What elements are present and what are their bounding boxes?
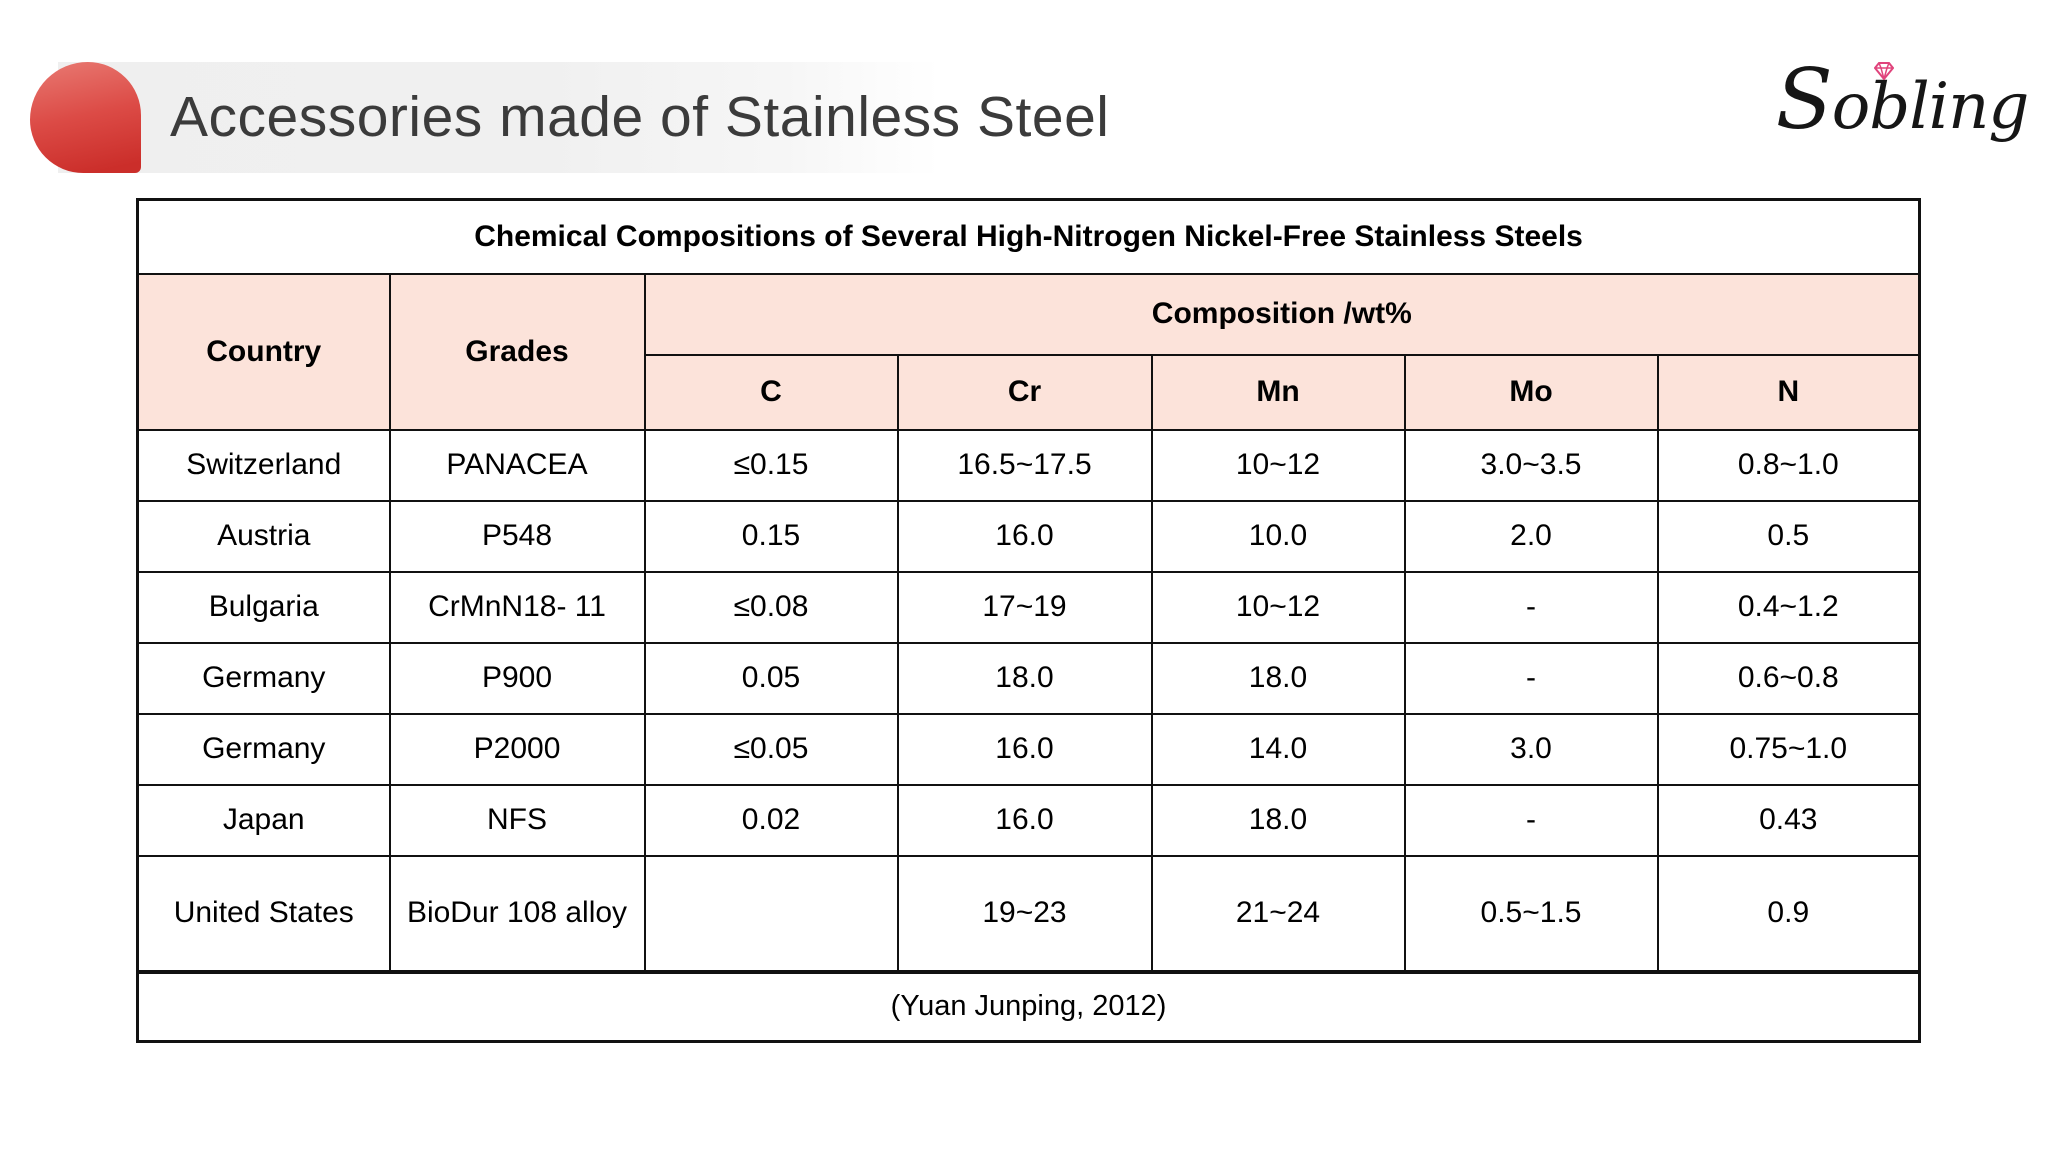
composition-table: Chemical Compositions of Several High-Ni… (136, 198, 1922, 1043)
table-row: Bulgaria CrMnN18- 11 ≤0.08 17~19 10~12 -… (136, 570, 1921, 644)
cell-grade: P2000 (388, 712, 646, 786)
header-composition: Composition /wt% (643, 272, 1921, 356)
cell-cr: 19~23 (896, 854, 1153, 973)
cell-c: 0.02 (643, 783, 899, 857)
table-title-row: Chemical Compositions of Several High-Ni… (136, 198, 1921, 275)
header-element-cr: Cr (896, 353, 1153, 431)
header-element-c: C (643, 353, 899, 431)
cell-country: Germany (136, 712, 391, 786)
cell-mn: 10~12 (1150, 428, 1406, 502)
table-header-row-2: C Cr Mn Mo N (138, 353, 1921, 431)
header-element-mn: Mn (1150, 353, 1406, 431)
header-grades: Grades (388, 272, 646, 431)
cell-grade: NFS (388, 783, 646, 857)
table-row: Austria P548 0.15 16.0 10.0 2.0 0.5 (136, 499, 1921, 573)
cell-n: 0.6~0.8 (1656, 641, 1921, 715)
cell-c: 0.05 (643, 641, 899, 715)
cell-mn: 10.0 (1150, 499, 1406, 573)
cell-country: United States (136, 854, 391, 973)
table-footnote: (Yuan Junping, 2012) (136, 969, 1921, 1043)
cell-cr: 16.0 (896, 783, 1153, 857)
cell-mn: 18.0 (1150, 641, 1406, 715)
cell-mn: 18.0 (1150, 783, 1406, 857)
cell-grade: CrMnN18- 11 (388, 570, 646, 644)
header-element-n: N (1656, 353, 1921, 431)
cell-cr: 16.0 (896, 712, 1153, 786)
cell-country: Japan (136, 783, 391, 857)
header-element-mo: Mo (1403, 353, 1659, 431)
table-row: Switzerland PANACEA ≤0.15 16.5~17.5 10~1… (136, 428, 1921, 502)
cell-n: 0.43 (1656, 783, 1921, 857)
cell-n: 0.5 (1656, 499, 1921, 573)
cell-cr: 18.0 (896, 641, 1153, 715)
cell-mn: 10~12 (1150, 570, 1406, 644)
cell-n: 0.75~1.0 (1656, 712, 1921, 786)
table-row: Germany P900 0.05 18.0 18.0 - 0.6~0.8 (136, 641, 1921, 715)
table-row: Japan NFS 0.02 16.0 18.0 - 0.43 (136, 783, 1921, 857)
cell-grade: P548 (388, 499, 646, 573)
brand-logo: Sobling (1772, 36, 2032, 164)
cell-n: 0.8~1.0 (1656, 428, 1921, 502)
cell-mo: 3.0 (1403, 712, 1659, 786)
cell-cr: 16.0 (896, 499, 1153, 573)
cell-grade: PANACEA (388, 428, 646, 502)
cell-c: ≤0.08 (643, 570, 899, 644)
cell-n: 0.4~1.2 (1656, 570, 1921, 644)
cell-grade: BioDur 108 alloy (388, 854, 646, 973)
table-header-row-1: Country Grades Composition /wt% (136, 272, 1921, 431)
cell-grade: P900 (388, 641, 646, 715)
diamond-icon (1873, 62, 1895, 82)
cell-mn: 14.0 (1150, 712, 1406, 786)
brand-logo-text: Sobling (1775, 51, 2030, 148)
red-accent-shape (30, 62, 141, 173)
cell-c (643, 854, 899, 973)
page-title: Accessories made of Stainless Steel (170, 85, 1110, 149)
cell-mo: - (1403, 783, 1659, 857)
cell-n: 0.9 (1656, 854, 1921, 973)
cell-cr: 17~19 (896, 570, 1153, 644)
cell-mo: 3.0~3.5 (1403, 428, 1659, 502)
cell-country: Switzerland (136, 428, 391, 502)
cell-mo: - (1403, 641, 1659, 715)
table-footnote-row: (Yuan Junping, 2012) (136, 969, 1921, 1043)
cell-mn: 21~24 (1150, 854, 1406, 973)
cell-cr: 16.5~17.5 (896, 428, 1153, 502)
cell-c: ≤0.15 (643, 428, 899, 502)
cell-mo: - (1403, 570, 1659, 644)
cell-c: 0.15 (643, 499, 899, 573)
header-country: Country (136, 272, 391, 431)
cell-c: ≤0.05 (643, 712, 899, 786)
table-row: United States BioDur 108 alloy 19~23 21~… (136, 854, 1921, 973)
cell-mo: 0.5~1.5 (1403, 854, 1659, 973)
title-banner (58, 62, 940, 173)
cell-country: Austria (136, 499, 391, 573)
cell-country: Germany (136, 641, 391, 715)
cell-mo: 2.0 (1403, 499, 1659, 573)
table-title: Chemical Compositions of Several High-Ni… (136, 198, 1921, 275)
table-row: Germany P2000 ≤0.05 16.0 14.0 3.0 0.75~1… (136, 712, 1921, 786)
cell-country: Bulgaria (136, 570, 391, 644)
